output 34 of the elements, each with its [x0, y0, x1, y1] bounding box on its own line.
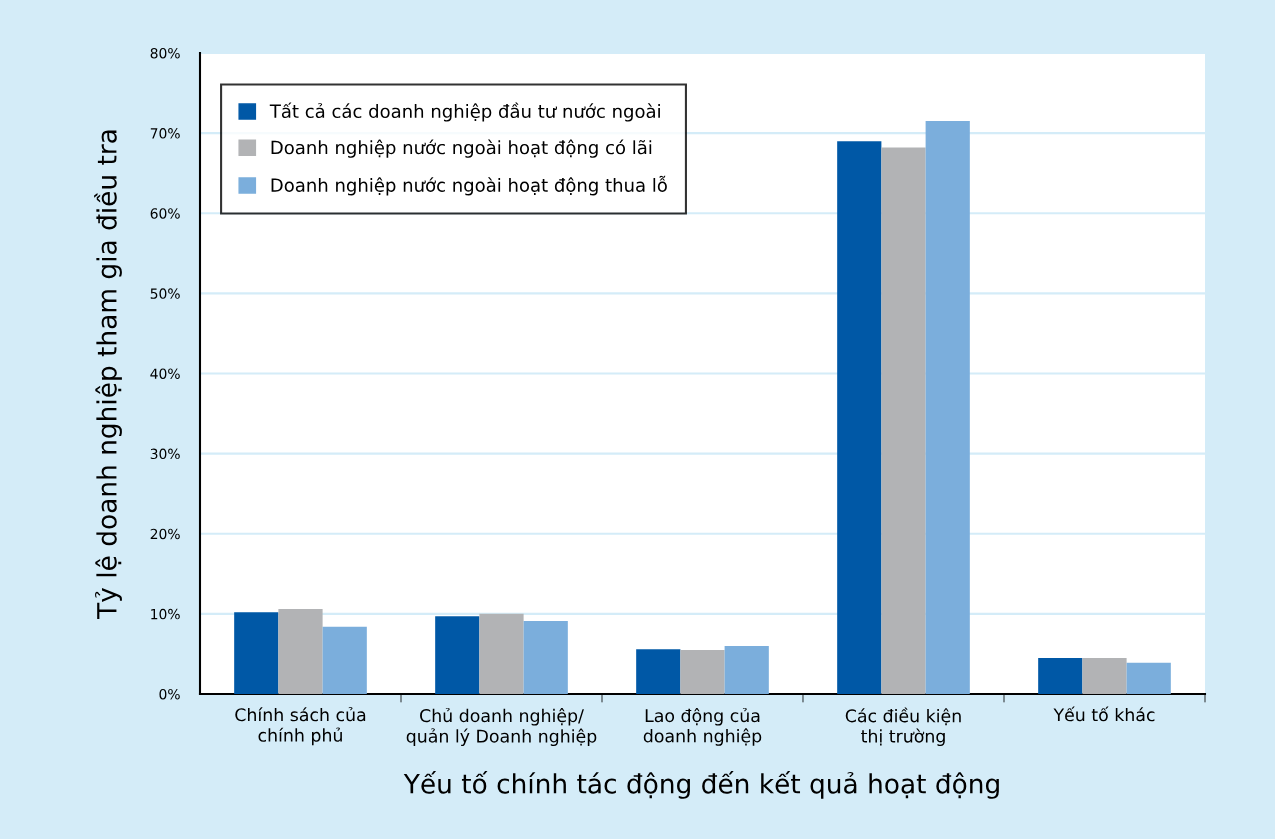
bar: [680, 649, 725, 694]
x-tick-label: Chính sách của chính phủ: [235, 707, 366, 746]
bar: [523, 621, 568, 694]
y-tick-label: 80%: [150, 47, 180, 59]
y-tick-label: 70%: [150, 128, 180, 139]
bar: [881, 147, 926, 694]
x-tick-label: Các điều kiện thị trường: [845, 707, 961, 747]
bar: [479, 613, 524, 694]
bar: [636, 649, 681, 694]
x-tick-label: Chủ doanh nghiệp/ quản lý Doanh nghiệp: [406, 707, 597, 747]
bar: [435, 616, 480, 694]
bar: [925, 121, 970, 694]
bar: [724, 645, 769, 694]
y-tick-label: 10%: [151, 608, 180, 620]
bar: [1038, 657, 1083, 694]
y-tick-label: 0%: [159, 688, 180, 700]
legend-label: Doanh nghiệp nước ngoài hoạt động thua lỗ: [271, 175, 667, 196]
legend-label: Doanh nghiệp nước ngoài hoạt động có lãi: [271, 139, 652, 158]
legend-label: Tất cả các doanh nghiệp đầu tư nước ngoài: [269, 102, 660, 122]
y-axis-title: Tỷ lệ doanh nghiệp tham gia điều tra: [94, 130, 122, 619]
bar: [234, 612, 279, 694]
bar: [278, 609, 323, 694]
x-tick-label: Yếu tố khác: [1053, 706, 1155, 722]
bar: [837, 141, 882, 694]
y-tick-label: 60%: [150, 208, 180, 219]
bar: [322, 626, 367, 694]
bar: [1126, 662, 1171, 694]
y-tick-label: 20%: [150, 528, 180, 540]
y-tick-label: 30%: [150, 448, 180, 460]
x-axis-title: Yếu tố chính tác động đến kết quả hoạt động: [403, 771, 999, 799]
y-tick-label: 50%: [150, 288, 180, 299]
bar: [1082, 657, 1127, 694]
y-tick-label: 40%: [150, 368, 180, 379]
x-tick-label: Lao động của doanh nghiệp: [643, 707, 762, 746]
